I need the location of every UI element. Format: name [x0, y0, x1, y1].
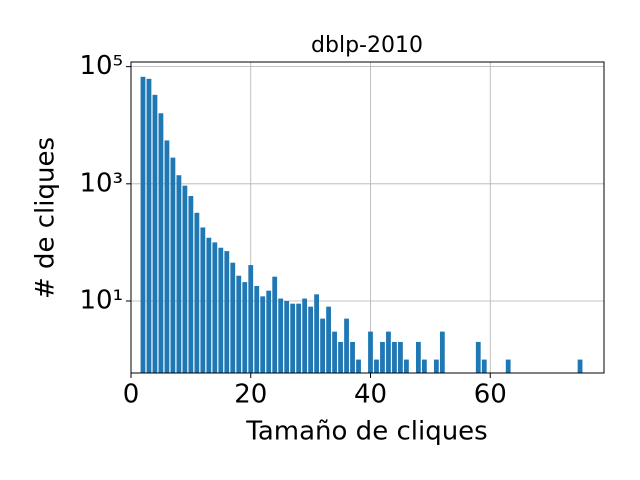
bar [284, 300, 290, 373]
bar [398, 341, 403, 373]
bar [212, 242, 218, 373]
bar [380, 341, 385, 373]
bar [577, 359, 583, 373]
bar [182, 185, 188, 373]
bar [266, 290, 272, 373]
x-tick-label: 0 [123, 380, 140, 410]
bar [374, 359, 379, 373]
bar [439, 331, 445, 373]
bar [164, 140, 170, 373]
bar [230, 262, 236, 373]
bar [415, 341, 421, 373]
bar [146, 78, 152, 374]
bar [176, 175, 182, 373]
bar [338, 341, 343, 373]
y-tick-label: 10³ [79, 168, 123, 198]
bar [368, 331, 373, 373]
bar [392, 341, 397, 373]
bar [505, 359, 511, 373]
bar [248, 265, 254, 373]
y-tick-label: 10⁵ [79, 51, 123, 81]
bar [433, 359, 439, 373]
x-axis-label: Tamaño de cliques [245, 417, 487, 447]
bar [188, 195, 194, 373]
y-tick-label: 10¹ [79, 285, 123, 315]
bar [260, 296, 266, 373]
bar [200, 227, 206, 373]
bar [481, 359, 487, 373]
bar [236, 275, 242, 373]
chart-title: dblp-2010 [311, 33, 423, 58]
bar [320, 318, 325, 373]
bar [254, 286, 260, 373]
bar [152, 94, 158, 374]
bar [296, 303, 302, 373]
bar [421, 359, 427, 373]
bar [344, 318, 349, 373]
bar [314, 294, 320, 373]
bar [158, 113, 164, 373]
bar [326, 306, 331, 373]
bar [475, 341, 481, 373]
bar [278, 298, 284, 373]
bar [404, 359, 409, 373]
bar [308, 306, 314, 373]
bar [350, 341, 355, 373]
bar [386, 331, 391, 373]
bar [194, 212, 200, 373]
y-axis-label: # de cliques [31, 137, 61, 299]
bar [170, 157, 176, 373]
bar [302, 298, 308, 373]
bar [272, 276, 278, 373]
bar [140, 76, 146, 373]
bar [332, 331, 337, 373]
bar [356, 359, 361, 373]
plot-frame [130, 61, 605, 374]
bar [224, 251, 230, 373]
bar [242, 282, 248, 373]
bar [290, 303, 296, 373]
x-tick-label: 20 [234, 380, 267, 410]
x-tick-label: 60 [474, 380, 507, 410]
bar [218, 247, 224, 373]
x-tick-label: 40 [354, 380, 387, 410]
bar [206, 237, 212, 373]
